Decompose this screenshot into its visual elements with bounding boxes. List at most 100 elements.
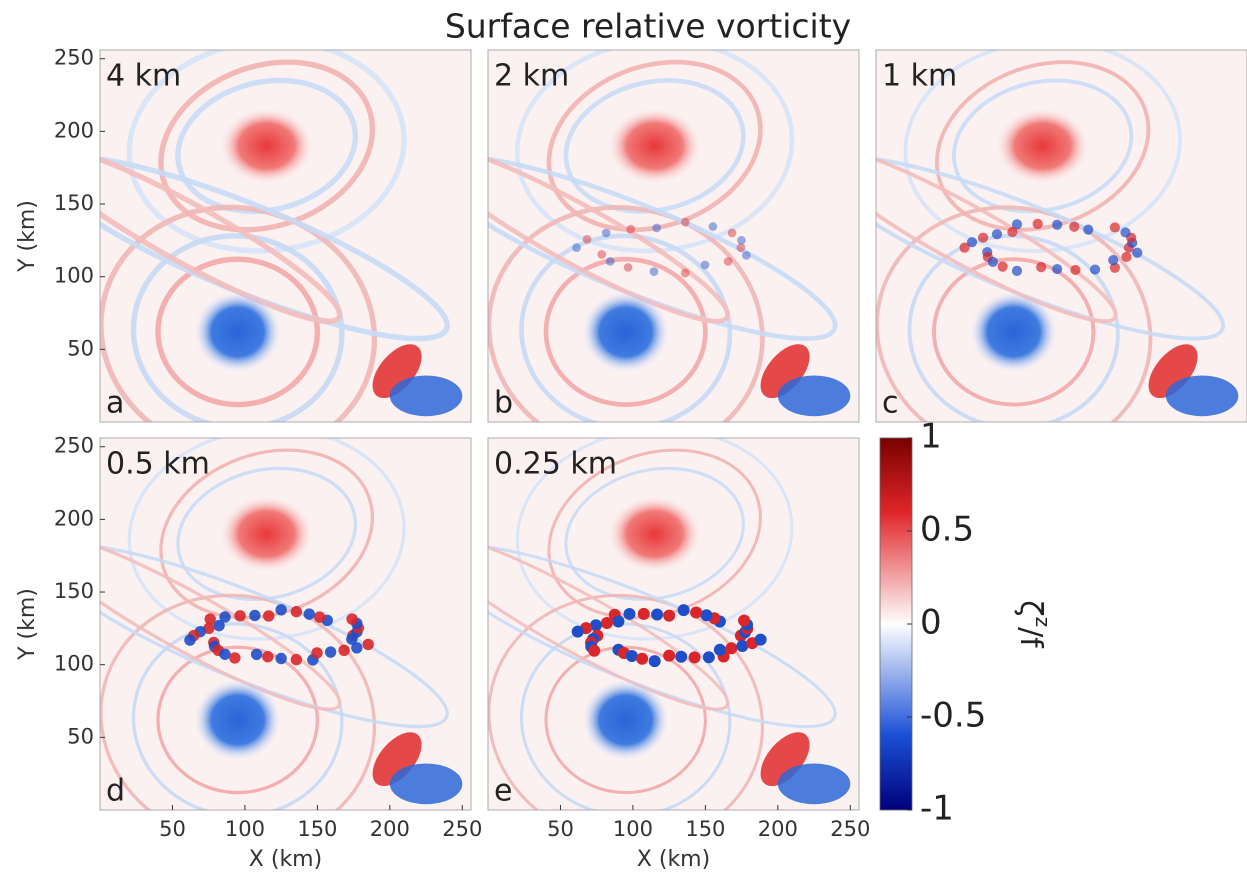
filament	[488, 531, 730, 711]
eddy-speck	[275, 604, 287, 616]
eddy-speck	[1032, 218, 1043, 229]
filament	[176, 466, 358, 602]
eddy-speck	[346, 633, 358, 645]
eddy-speck	[651, 608, 664, 621]
eddy-speck	[727, 228, 737, 238]
eddy-speck	[249, 609, 261, 622]
heatmap-field	[100, 438, 471, 810]
eddy-speck	[362, 638, 374, 651]
eddy-speck	[991, 229, 1003, 240]
eddy-speck	[738, 614, 751, 627]
y-tick-label: 50	[67, 724, 94, 748]
eddy-speck	[229, 652, 241, 664]
eddy-speck	[303, 608, 315, 620]
panel-title: 4 km	[106, 59, 181, 94]
colorbar-tick-label: 0	[920, 603, 942, 643]
cyclone	[608, 108, 702, 184]
colorbar-label-part: ζ	[1014, 600, 1049, 616]
panel-title: 1 km	[882, 59, 957, 94]
eddy-speck	[625, 650, 638, 663]
eddy-speck	[713, 643, 726, 656]
colorbar	[879, 437, 913, 811]
corner-blue	[777, 375, 851, 417]
eddy-speck	[1011, 219, 1023, 230]
eddy-speck	[725, 642, 738, 655]
eddy-speck	[1011, 265, 1023, 276]
eddy-speck	[997, 261, 1008, 272]
colorbar-tick-label: -0.5	[920, 696, 986, 736]
eddy-speck	[663, 609, 676, 622]
eddy-speck	[262, 651, 274, 663]
eddy-speck	[1069, 221, 1080, 232]
eddy-speck	[275, 652, 287, 665]
eddy-speck	[623, 263, 633, 272]
eddy-speck	[677, 604, 690, 617]
eddy-speck	[652, 223, 662, 233]
cyclone	[608, 496, 702, 572]
x-tick-label: 50	[159, 817, 186, 841]
eddy-speck	[700, 260, 710, 270]
eddy-speck	[680, 217, 690, 227]
filament	[127, 438, 406, 641]
eddy-speck	[612, 615, 625, 628]
x-tick-label: 100	[225, 817, 265, 841]
eddy-speck	[959, 242, 970, 253]
filament	[100, 531, 342, 711]
eddy-speck	[636, 652, 649, 665]
eddy-speck	[702, 651, 715, 664]
filament	[903, 50, 1182, 253]
eddy-speck	[605, 257, 615, 266]
y-axis-label: Y (km)	[15, 588, 40, 661]
eddy-speck	[1109, 262, 1120, 273]
eddy-speck	[219, 648, 231, 660]
corner-red	[1148, 344, 1198, 399]
eddy-speck	[690, 606, 703, 619]
eddy-speck	[680, 268, 690, 278]
eddy-speck	[736, 243, 746, 252]
x-tick-label: 150	[297, 817, 337, 841]
eddy-speck	[1108, 254, 1119, 266]
colorbar-tick-label: -1	[920, 789, 954, 829]
y-tick-label: 200	[54, 118, 94, 142]
filament	[563, 78, 746, 214]
filament	[126, 50, 407, 254]
eddy-speck	[648, 655, 661, 668]
anticyclone	[194, 679, 282, 761]
eddy-speck	[736, 640, 749, 653]
eddy-speck	[649, 267, 659, 276]
eddy-speck	[637, 607, 650, 620]
eddy-speck	[978, 232, 989, 243]
eddy-speck	[966, 237, 978, 248]
x-tick-label: 200	[758, 817, 798, 841]
y-tick-label: 250	[54, 434, 94, 458]
y-tick-label: 150	[54, 579, 94, 603]
panel-letter: e	[494, 774, 512, 809]
eddy-speck	[1109, 222, 1120, 233]
cyclone	[220, 108, 314, 184]
anticyclone	[970, 291, 1058, 373]
corner-blue	[389, 763, 463, 805]
filament	[100, 142, 343, 324]
corner-blue	[389, 375, 463, 417]
y-tick-label: 100	[54, 264, 94, 288]
eddy-speck	[700, 609, 713, 622]
eddy-speck	[1083, 224, 1094, 235]
eddy-speck	[1052, 263, 1063, 275]
corner-blue	[777, 763, 851, 805]
eddy-speck	[582, 234, 592, 244]
eddy-speck	[663, 649, 676, 662]
y-tick-label: 50	[67, 336, 94, 360]
colorbar-label-part: z	[1032, 617, 1056, 628]
eddy-speck	[1052, 219, 1063, 230]
eddy-speck	[626, 224, 636, 234]
x-axis-label: X (km)	[249, 847, 322, 872]
panel-frame	[99, 49, 472, 423]
filament	[156, 645, 320, 795]
eddy-speck	[234, 610, 246, 622]
eddy-speck	[1070, 264, 1081, 276]
eddy-speck	[184, 634, 196, 646]
corner-red	[372, 732, 422, 787]
eddy-speck	[311, 647, 323, 659]
eddy-speck	[1120, 227, 1131, 238]
